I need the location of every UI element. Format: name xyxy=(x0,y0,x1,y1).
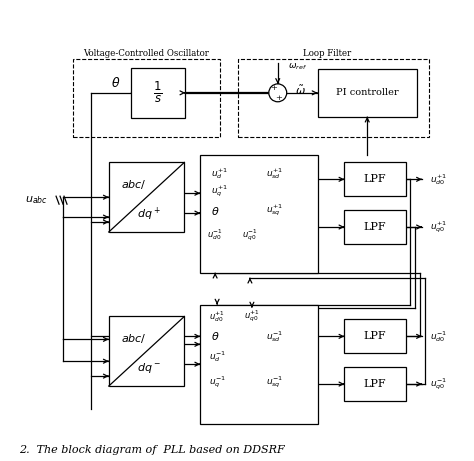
Text: $u_{sd}^{-1}$: $u_{sd}^{-1}$ xyxy=(266,329,283,344)
Text: $u_{d0}^{-1}$: $u_{d0}^{-1}$ xyxy=(430,329,447,344)
Text: $u_d^{+1}$: $u_d^{+1}$ xyxy=(210,166,228,181)
Bar xyxy=(73,59,220,136)
Text: $abc/$: $abc/$ xyxy=(121,332,146,345)
Text: Loop Filter: Loop Filter xyxy=(303,48,352,58)
Bar xyxy=(345,319,406,353)
Text: $\omega_{ref}$: $\omega_{ref}$ xyxy=(288,62,307,72)
Bar xyxy=(238,59,429,136)
Bar xyxy=(345,162,406,196)
Text: $u_{d0}^{+1}$: $u_{d0}^{+1}$ xyxy=(209,309,225,324)
Text: +: + xyxy=(270,84,277,92)
Bar xyxy=(109,317,184,386)
Bar xyxy=(200,155,318,273)
Bar xyxy=(109,162,184,232)
Text: $dq^+$: $dq^+$ xyxy=(137,206,160,223)
Bar xyxy=(318,69,417,117)
Text: $u_{d0}^{+1}$: $u_{d0}^{+1}$ xyxy=(430,172,447,187)
Bar xyxy=(200,305,318,424)
Text: PI controller: PI controller xyxy=(336,89,399,97)
Bar xyxy=(131,68,185,118)
Text: $u_{sq}^{+1}$: $u_{sq}^{+1}$ xyxy=(266,202,283,218)
Bar xyxy=(345,210,406,244)
Text: $\theta$: $\theta$ xyxy=(211,331,219,343)
Text: $u_d^{-1}$: $u_d^{-1}$ xyxy=(209,349,226,364)
Text: $u_{q0}^{-1}$: $u_{q0}^{-1}$ xyxy=(242,227,258,243)
Text: $u_{d0}^{-1}$: $u_{d0}^{-1}$ xyxy=(207,228,223,242)
Text: $u_{q0}^{-1}$: $u_{q0}^{-1}$ xyxy=(430,376,447,392)
Text: $\frac{1}{s}$: $\frac{1}{s}$ xyxy=(153,80,163,106)
Text: $abc/$: $abc/$ xyxy=(121,178,146,191)
Bar xyxy=(345,367,406,401)
Text: $dq^-$: $dq^-$ xyxy=(137,361,160,375)
Text: $u_{q0}^{+1}$: $u_{q0}^{+1}$ xyxy=(430,219,447,235)
Text: $u_q^{-1}$: $u_q^{-1}$ xyxy=(209,374,226,390)
Text: $u_{sq}^{-1}$: $u_{sq}^{-1}$ xyxy=(266,374,283,390)
Text: $u_{q0}^{+1}$: $u_{q0}^{+1}$ xyxy=(244,309,260,324)
Text: $u_{sd}^{+1}$: $u_{sd}^{+1}$ xyxy=(266,166,283,181)
Text: $u_{abc}$: $u_{abc}$ xyxy=(25,194,48,206)
Text: 2.  The block diagram of  PLL based on DDSRF: 2. The block diagram of PLL based on DDS… xyxy=(19,445,285,455)
Text: LPF: LPF xyxy=(364,222,386,232)
Text: $\theta$: $\theta$ xyxy=(211,205,219,217)
Text: $\tilde{\omega}$: $\tilde{\omega}$ xyxy=(295,84,305,97)
Text: LPF: LPF xyxy=(364,379,386,389)
Text: Voltage-Controlled Oscillator: Voltage-Controlled Oscillator xyxy=(82,48,209,58)
Text: LPF: LPF xyxy=(364,331,386,341)
Text: +: + xyxy=(275,94,282,102)
Text: $\theta$: $\theta$ xyxy=(111,76,120,90)
Circle shape xyxy=(269,84,287,102)
Text: $u_q^{+1}$: $u_q^{+1}$ xyxy=(210,183,228,199)
Text: LPF: LPF xyxy=(364,174,386,184)
